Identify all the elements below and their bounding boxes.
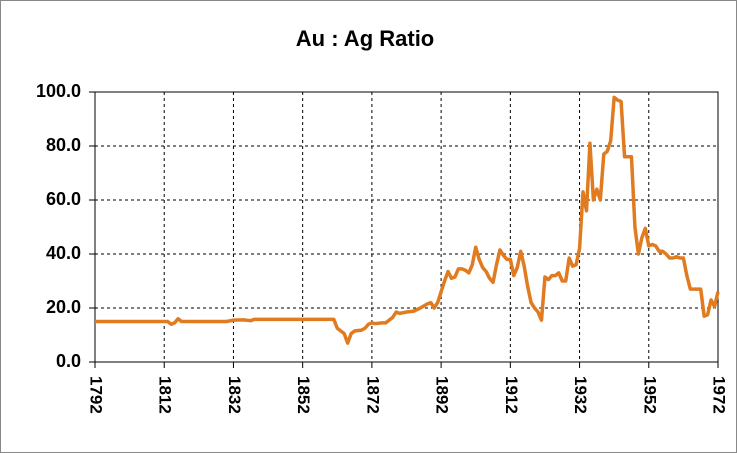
x-tick-label: 1972 bbox=[710, 376, 729, 414]
x-tick-label: 1912 bbox=[502, 376, 521, 414]
x-tick-label: 1872 bbox=[363, 376, 382, 414]
x-tick-label: 1892 bbox=[433, 376, 452, 414]
x-tick-label: 1932 bbox=[571, 376, 590, 414]
y-tick-label: 80.0 bbox=[46, 135, 81, 155]
x-tick-label: 1792 bbox=[87, 376, 106, 414]
x-tick-label: 1852 bbox=[294, 376, 313, 414]
plot-frame bbox=[94, 91, 719, 363]
data-line bbox=[95, 95, 720, 345]
y-tick-label: 60.0 bbox=[46, 189, 81, 209]
y-tick-label: 20.0 bbox=[46, 297, 81, 317]
y-tick-label: 0.0 bbox=[56, 351, 81, 371]
x-tick-label: 1832 bbox=[225, 376, 244, 414]
y-tick-label: 100.0 bbox=[36, 81, 81, 101]
chart-title: Au : Ag Ratio bbox=[296, 26, 435, 51]
x-tick-label: 1812 bbox=[156, 376, 175, 414]
x-tick-label: 1952 bbox=[640, 376, 659, 414]
y-tick-label: 40.0 bbox=[46, 243, 81, 263]
